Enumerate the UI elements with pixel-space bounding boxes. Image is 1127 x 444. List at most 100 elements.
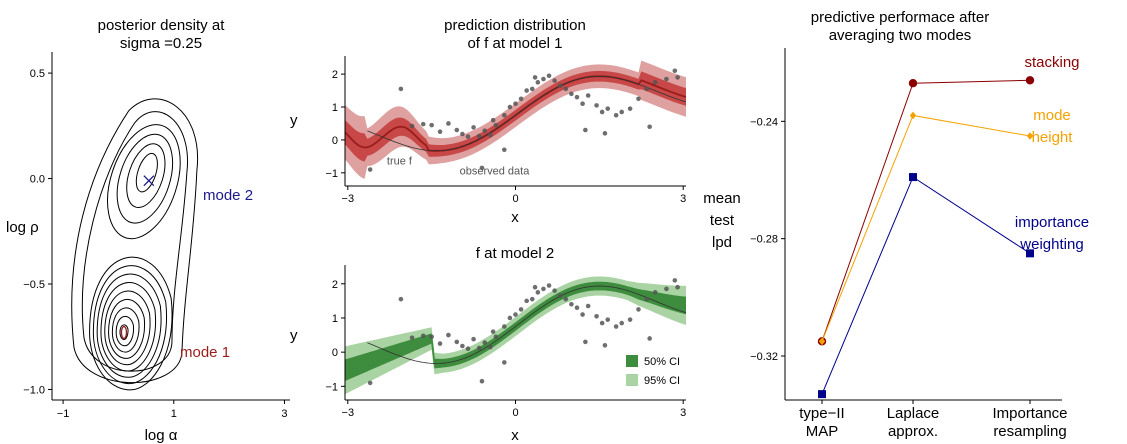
observed-data-point <box>652 80 658 85</box>
observed-data-point <box>479 165 485 171</box>
panel3-plot-area: −3 0 3 −1 0 1 2 <box>325 265 686 419</box>
observed-data-point <box>583 339 588 345</box>
observed-data-point <box>605 317 611 322</box>
observed-data-point <box>446 332 451 338</box>
panel4-title-line1: predictive performace after <box>811 9 989 26</box>
contour-line-mode2 <box>107 124 181 240</box>
observed-data-point <box>652 290 658 295</box>
observed-data-point <box>541 286 546 292</box>
legend: 50% CI 95% CI <box>626 355 680 387</box>
y-tick-label: 0 <box>332 347 338 359</box>
panel3-y-axis-label: y <box>290 327 298 344</box>
observed-data-point <box>454 127 460 133</box>
observed-data-point <box>580 312 585 317</box>
panel1-x-tick-label: 3 <box>281 408 287 420</box>
observed-data-point <box>647 124 652 130</box>
panel-posterior-density: posterior density at sigma =0.25 −1 1 3 0.5… <box>6 17 290 444</box>
observed-data-point <box>557 83 563 88</box>
observed-data-point <box>627 317 633 322</box>
observed-data-point <box>636 96 641 102</box>
observed-data-point <box>613 112 619 118</box>
observed-data-point <box>429 334 434 340</box>
observed-data-point <box>580 101 585 107</box>
observed-data-point <box>532 75 538 80</box>
panel2-plot-area: −3 0 3 −1 0 1 2 <box>325 56 686 205</box>
observed-data-point <box>583 127 588 133</box>
contour-line-mode1 <box>100 282 157 372</box>
contour-lines <box>71 98 199 391</box>
observed-data-point <box>420 333 426 339</box>
observed-data-point <box>409 335 415 341</box>
observed-data-point <box>552 288 557 293</box>
panel1-y-tick-label: −1.0 <box>23 384 45 396</box>
observed-data-point <box>569 302 574 307</box>
panel3-x-axis-label: x <box>511 427 519 444</box>
panel4-category-label: Laplace <box>887 405 940 422</box>
observed-data-point <box>507 104 513 110</box>
observed-data-point <box>513 101 518 107</box>
contour-line-mode1 <box>96 273 162 378</box>
observed-data-point <box>502 324 507 329</box>
observed-data-point <box>574 94 580 100</box>
contour-line-mode1 <box>119 324 129 341</box>
panel1-y-tick-label: 0.5 <box>30 68 45 80</box>
contour-line-mode1 <box>89 256 173 391</box>
observed-data-point <box>574 305 580 311</box>
observed-data-point <box>535 290 541 295</box>
panel2-y-axis-label: y <box>290 112 298 129</box>
mode-2-marker <box>143 175 155 187</box>
observed-data-point <box>619 320 625 326</box>
contour-line-envelope <box>81 111 189 372</box>
observed-data-point <box>460 131 465 137</box>
observed-data-point <box>465 134 471 139</box>
contour-line-mode1 <box>108 299 146 359</box>
observed-data-point <box>476 133 482 139</box>
observed-data-point <box>490 329 496 334</box>
contour-line-mode1 <box>115 316 135 347</box>
observed-data-point <box>613 324 619 329</box>
panel1-y-tick-label: −0.5 <box>23 279 45 291</box>
series-label: mode <box>1033 107 1071 124</box>
observed-data-point <box>471 336 476 342</box>
contour-line-mode2 <box>116 133 174 224</box>
ci-50-band <box>345 281 686 382</box>
plot-content <box>345 60 686 179</box>
contour-line-mode1 <box>111 307 140 353</box>
x-tick-label: 3 <box>680 193 686 205</box>
panel-predictive-performance: predictive performace after averaging tw… <box>703 9 1089 440</box>
observed-data-point <box>518 96 524 102</box>
plot-content <box>345 276 686 395</box>
panel4-title-line2: averaging two modes <box>829 27 972 44</box>
observed-data-point <box>471 125 476 130</box>
observed-data-point <box>524 88 529 93</box>
observed-data-point <box>420 121 426 127</box>
annotation-observed-data: observed data <box>460 165 531 177</box>
observed-data-point <box>482 128 488 134</box>
observed-data-point <box>502 360 507 365</box>
contour-line-mode2 <box>135 152 158 193</box>
contour-line-mode2 <box>126 143 166 208</box>
series-label: importance <box>1015 214 1089 231</box>
panel3-title: f at model 2 <box>476 245 554 262</box>
observed-data-point <box>675 284 680 290</box>
legend-swatch-95ci <box>626 374 638 386</box>
observed-data-point <box>563 296 569 302</box>
observed-data-point <box>398 86 404 92</box>
observed-data-point <box>675 75 680 80</box>
panel1-x-axis-label: log α <box>145 427 178 444</box>
observed-data-point <box>529 86 535 92</box>
y-tick-label: 1 <box>332 102 338 114</box>
observed-data-point <box>594 313 599 319</box>
observed-data-point <box>585 93 591 98</box>
true-f-line <box>367 75 686 152</box>
observed-data-point <box>532 284 538 290</box>
observed-data-point <box>644 296 650 302</box>
series-line <box>821 79 1031 342</box>
observed-data-point <box>585 303 591 309</box>
panel4-category-label: resampling <box>993 423 1066 440</box>
panel2-title-line2: of f at model 1 <box>467 35 562 52</box>
observed-data-point <box>605 106 611 111</box>
observed-data-point <box>367 167 373 172</box>
observed-data-point <box>619 109 625 115</box>
observed-data-point <box>429 122 434 128</box>
